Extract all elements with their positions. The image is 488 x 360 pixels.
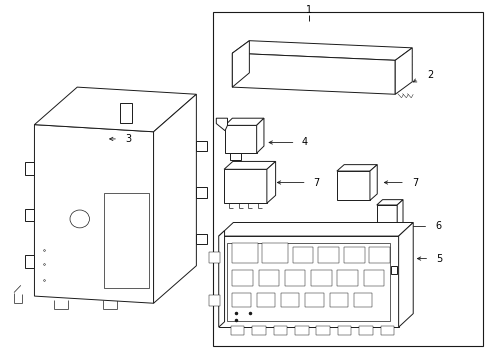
Polygon shape [369, 165, 376, 201]
Bar [363, 270, 383, 286]
Bar [232, 293, 250, 307]
Bar [305, 293, 323, 307]
Polygon shape [25, 162, 34, 175]
Polygon shape [400, 243, 405, 266]
Ellipse shape [70, 210, 89, 228]
Polygon shape [256, 118, 264, 153]
Polygon shape [25, 208, 34, 221]
Bar [318, 247, 338, 263]
Polygon shape [218, 231, 224, 327]
Polygon shape [224, 161, 275, 169]
Polygon shape [34, 87, 196, 132]
Polygon shape [216, 118, 227, 131]
Bar [232, 270, 252, 286]
Polygon shape [103, 193, 148, 288]
Bar [337, 327, 351, 335]
Polygon shape [218, 236, 398, 327]
Bar [232, 243, 257, 263]
Polygon shape [380, 266, 386, 274]
Bar [337, 270, 357, 286]
Polygon shape [218, 222, 412, 236]
Polygon shape [25, 255, 34, 267]
Polygon shape [120, 103, 132, 123]
Bar [285, 270, 305, 286]
Polygon shape [266, 161, 275, 203]
Text: 1: 1 [305, 5, 312, 15]
Bar [230, 327, 244, 335]
Text: 5: 5 [436, 253, 442, 264]
Polygon shape [227, 243, 389, 321]
Bar [208, 295, 219, 306]
Polygon shape [229, 153, 240, 159]
Bar [252, 327, 265, 335]
Polygon shape [153, 94, 196, 303]
Polygon shape [376, 205, 396, 235]
Polygon shape [394, 48, 411, 94]
Text: 7: 7 [313, 177, 319, 188]
Bar [294, 327, 308, 335]
Bar [292, 247, 312, 263]
Text: 4: 4 [301, 138, 307, 148]
Bar [281, 293, 299, 307]
Polygon shape [34, 125, 153, 303]
Text: 7: 7 [411, 177, 418, 188]
Bar [208, 252, 219, 263]
Polygon shape [336, 171, 369, 201]
Polygon shape [396, 200, 402, 235]
Polygon shape [196, 141, 206, 152]
Polygon shape [196, 187, 206, 198]
Bar [353, 293, 372, 307]
Bar [316, 327, 329, 335]
Bar [359, 327, 372, 335]
Bar [369, 247, 389, 263]
Text: 2: 2 [426, 69, 432, 80]
Bar [344, 247, 364, 263]
Polygon shape [390, 266, 396, 274]
Polygon shape [224, 169, 266, 203]
Polygon shape [336, 165, 376, 171]
Polygon shape [232, 41, 249, 87]
Bar [258, 270, 279, 286]
Bar [310, 270, 331, 286]
Polygon shape [224, 118, 264, 125]
Polygon shape [376, 200, 402, 205]
Bar [273, 327, 287, 335]
Polygon shape [232, 53, 394, 94]
Bar [256, 293, 275, 307]
Bar [329, 293, 347, 307]
Bar [212, 12, 482, 346]
Text: 3: 3 [125, 134, 131, 144]
Bar [380, 327, 393, 335]
Polygon shape [398, 222, 412, 327]
Polygon shape [196, 234, 206, 244]
Bar [262, 243, 287, 263]
Polygon shape [232, 41, 411, 60]
Polygon shape [224, 125, 256, 153]
Text: 6: 6 [435, 221, 441, 231]
Polygon shape [376, 248, 400, 266]
Polygon shape [376, 243, 405, 248]
